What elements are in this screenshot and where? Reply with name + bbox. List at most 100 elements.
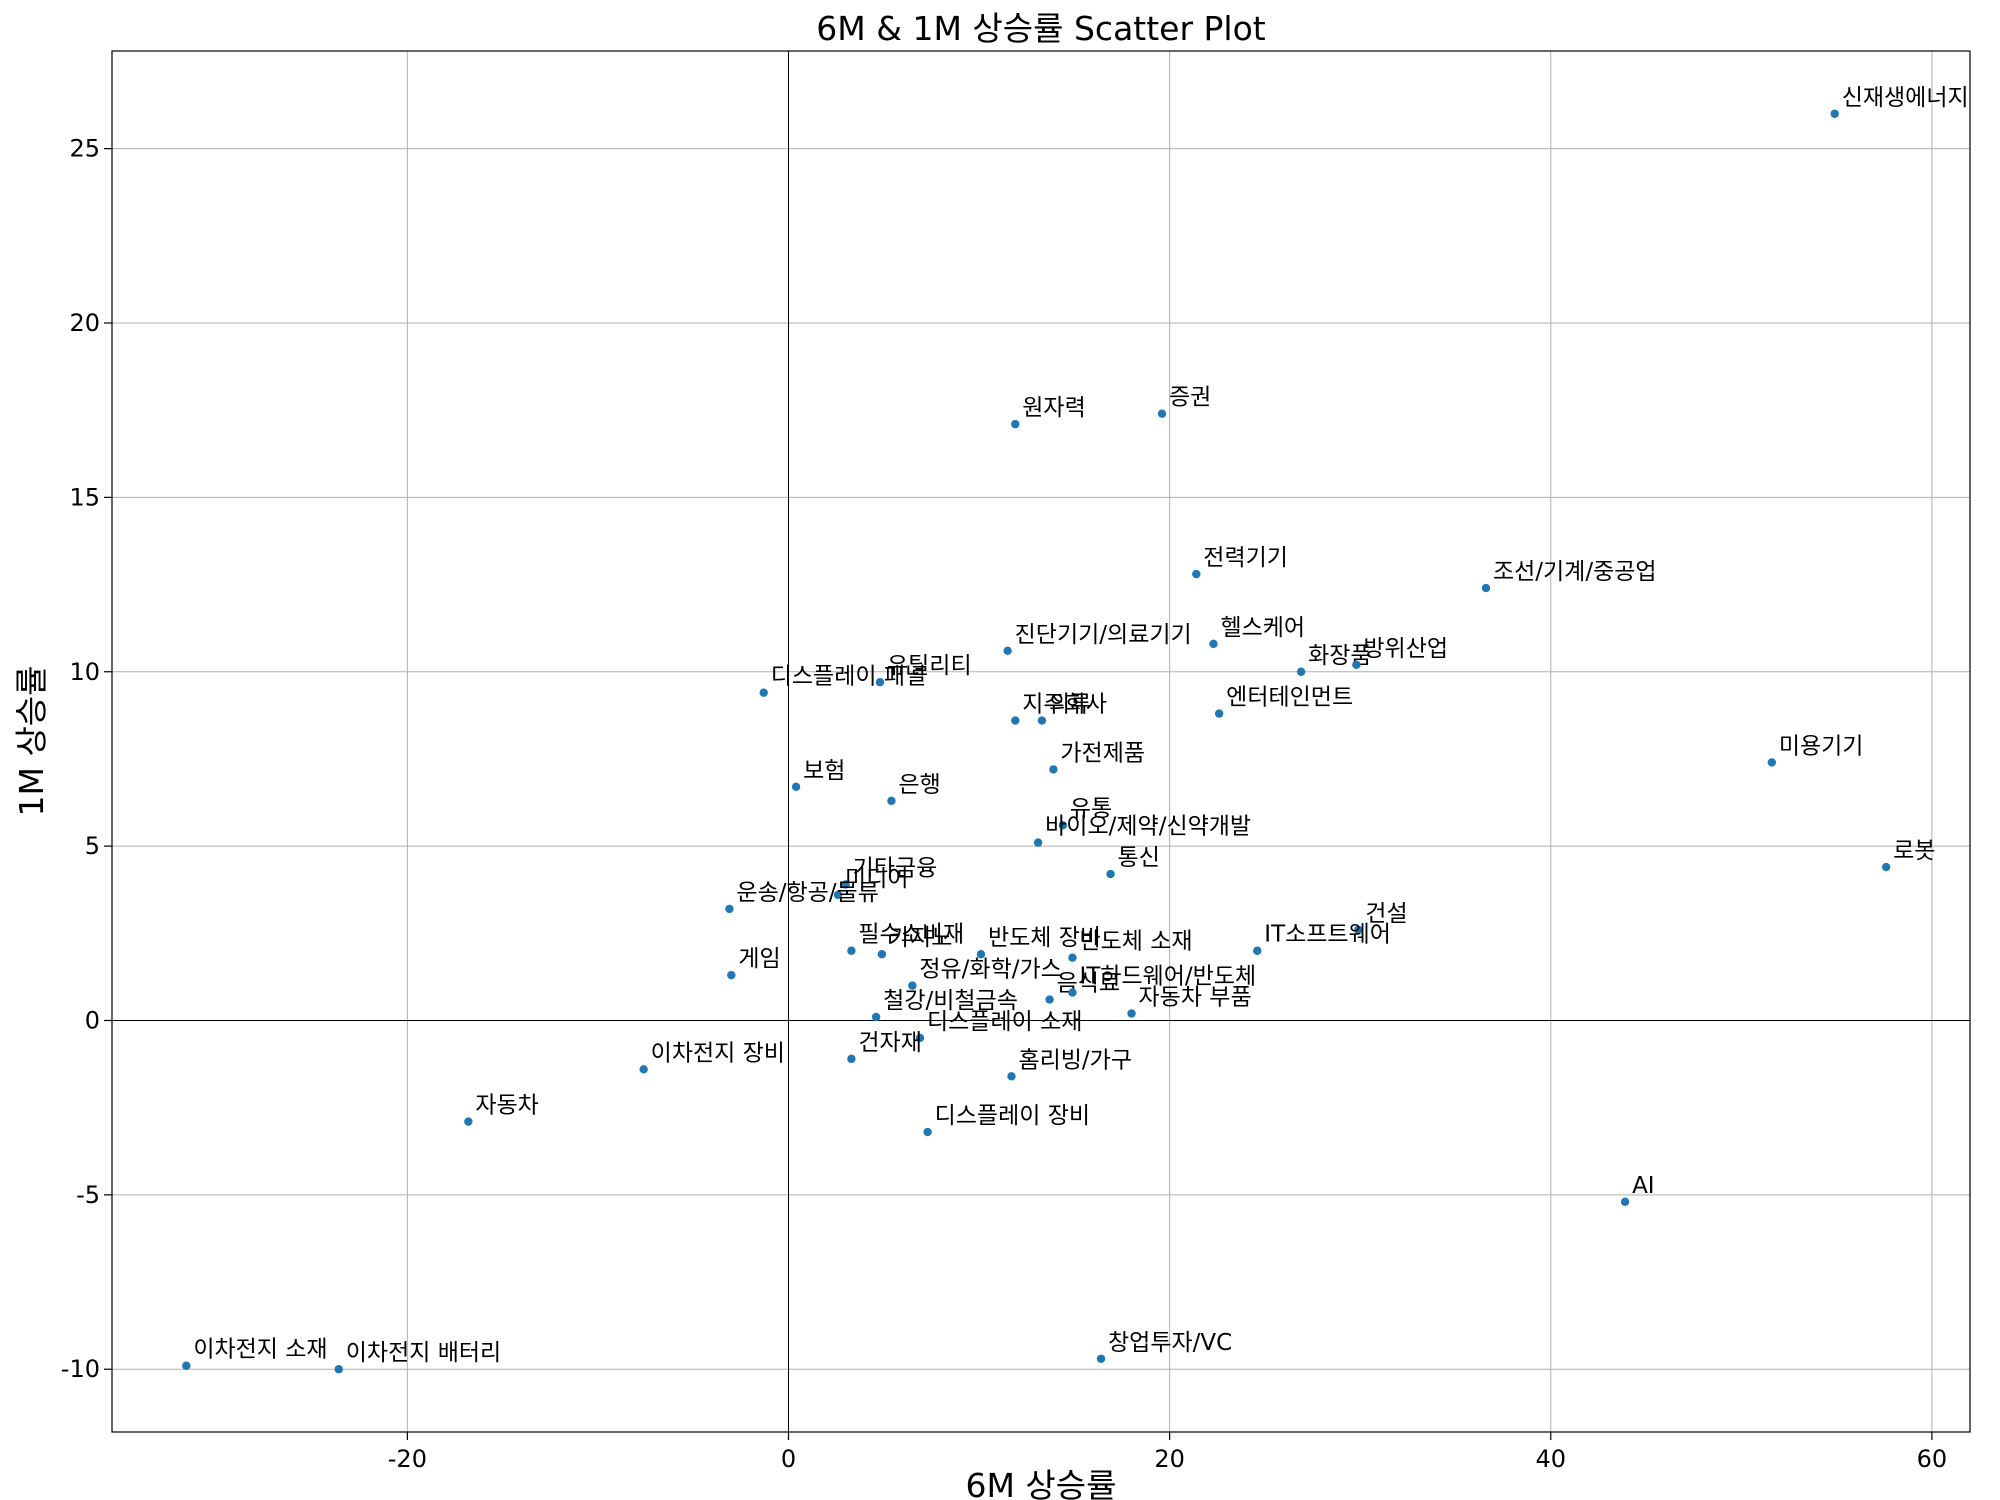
point-label: 방위산업 [1363,636,1448,662]
scatter-point [1881,862,1891,872]
point-label: 엔터테인먼트 [1226,685,1353,711]
point-label: 화장품 [1308,643,1371,669]
scatter-point [877,950,887,959]
scatter-point [1058,820,1068,830]
y-tick-label: 20 [69,309,100,337]
scatter-point [759,688,768,697]
scatter-point [1767,758,1777,767]
scatter-point [725,904,734,914]
point-label: 의류 [1049,692,1091,718]
x-tick-label: 60 [1917,1445,1948,1473]
scatter-point [1209,639,1218,649]
scatter-point [871,1012,881,1022]
point-label: 전력기기 [1203,545,1288,571]
point-label: 보험 [803,758,845,784]
scatter-point [1192,569,1201,579]
plot-frame [111,50,1971,1433]
scatter-point [182,1361,191,1370]
scatter-point [1037,716,1047,725]
scatter-point [1127,1009,1136,1018]
point-label: 디스플레이 장비 [935,1103,1090,1129]
scatter-point [791,782,801,792]
scatter-point [464,1117,473,1126]
scatter-point [1620,1197,1630,1207]
y-tick-label: 15 [69,483,100,511]
scatter-point [908,981,917,990]
scatter-point [1214,709,1224,718]
grid-lines [112,51,1970,1432]
x-tick-label: -20 [388,1445,427,1473]
scatter-point [1045,995,1054,1004]
scatter-point [1049,765,1058,774]
x-tick-label: 0 [781,1445,796,1473]
point-label: 증권 [1169,385,1211,411]
point-label: 신재생에너지 [1842,85,1969,111]
scatter-point [875,678,885,687]
point-label: 디스플레이 소재 [927,1009,1082,1035]
point-label: 디스플레이 패널 [771,664,926,690]
point-label: 자동차 [475,1093,538,1119]
point-label: AI [1632,1173,1655,1199]
y-tick-label: 10 [69,658,100,686]
scatter-point [1253,946,1262,955]
point-label: 조선/기계/중공업 [1493,559,1657,585]
point-label: 운송/항공/물류 [736,880,878,906]
scatter-point [1830,109,1839,118]
scatter-point [1096,1354,1106,1363]
point-label: 음식료 [1057,971,1120,997]
scatter-point [1011,419,1020,429]
y-axis-label: 1M 상승률 [12,665,51,816]
axis-ticks: -20 0 20 40 60 -10 -5 0 5 10 15 20 25 [61,135,1947,1473]
scatter-point [833,890,843,900]
y-tick-label: -5 [76,1181,100,1209]
scatter-point [1354,925,1363,935]
chart-title: 6M & 1M 상승률 Scatter Plot [816,9,1266,48]
point-label: 자동차 부품 [1139,985,1252,1011]
point-label: 헬스케어 [1220,615,1305,641]
y-tick-label: -10 [61,1355,100,1383]
point-label: 철강/비철금속 [883,988,1018,1014]
scatter-point [727,970,736,980]
point-label: 유통 [1070,796,1112,822]
scatter-point [1003,646,1012,656]
scatter-point [1068,953,1077,962]
point-label: 통신 [1118,845,1160,871]
point-label: 기타금융 [853,855,938,881]
point-label: 창업투자/VC [1108,1330,1232,1356]
scatter-point [847,946,856,955]
point-label: 게임 [738,946,780,972]
scatter-point [976,950,986,959]
scatter-point [923,1127,932,1137]
point-label: 홈리빙/가구 [1018,1047,1132,1073]
point-label: 바이오/제약/신약개발 [1045,814,1251,840]
scatter-point [1352,660,1361,669]
point-label: 이차전지 소재 [193,1337,327,1363]
scatter-point [1157,409,1167,418]
point-label: 이차전지 장비 [651,1040,785,1066]
point-label: 원자력 [1022,395,1085,421]
scatter-point [334,1365,343,1374]
scatter-point [639,1065,648,1074]
point-label: 이차전지 배터리 [346,1340,501,1366]
zero-lines [112,51,1970,1432]
point-label: 진단기기/의료기기 [1015,622,1192,648]
point-label: 반도체 장비 [988,925,1101,951]
scatter-point [915,1033,925,1043]
scatter-point [841,880,850,889]
scatter-point [847,1054,856,1064]
scatter-point [1033,838,1043,847]
point-label: 지주회사 [1022,692,1107,718]
point-label: 유틸리티 [887,653,972,679]
scatter-point [1106,869,1115,879]
x-tick-label: 40 [1535,1445,1566,1473]
point-label: IT하드웨어/반도체 [1079,964,1256,990]
scatter-point [1068,988,1077,997]
point-label: 건설 [1365,901,1407,927]
scatter-point [1007,1072,1016,1081]
scatter-point [887,796,896,805]
x-axis-label: 6M 상승률 [965,1466,1116,1500]
point-label: 로봇 [1893,838,1935,864]
point-label: 은행 [898,772,940,798]
point-label: 가전제품 [1060,740,1145,766]
